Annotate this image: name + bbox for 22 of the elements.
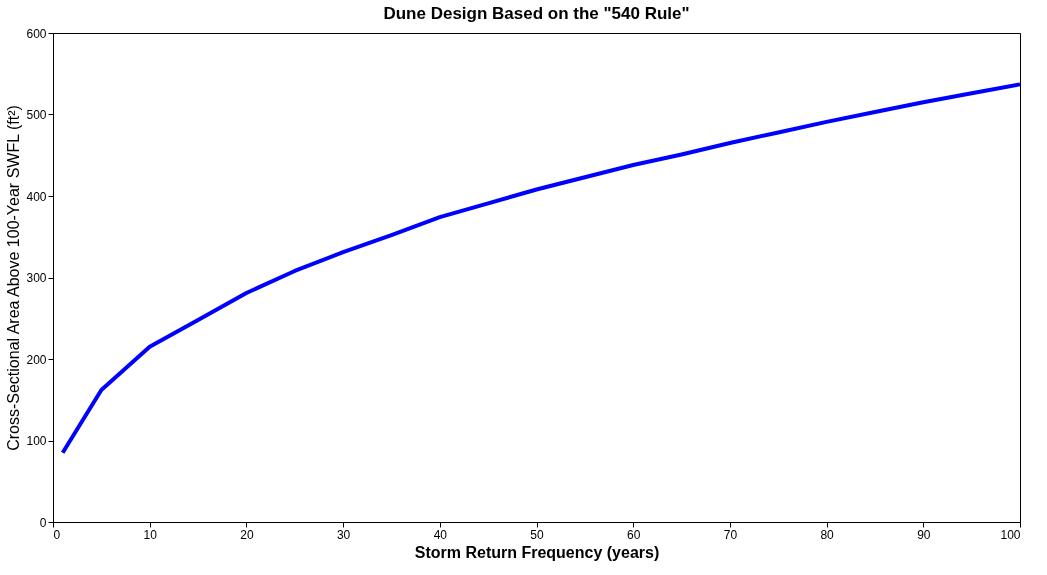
x-tick-label: 30 bbox=[336, 527, 351, 542]
y-tick-label: 600 bbox=[26, 26, 47, 41]
y-tick-label: 0 bbox=[39, 515, 47, 530]
y-tick-label: 100 bbox=[26, 434, 47, 448]
chart-title: Dune Design Based on the "540 Rule" bbox=[383, 4, 690, 23]
x-axis-title: Storm Return Frequency (years) bbox=[414, 543, 660, 561]
x-tick-label: 70 bbox=[723, 527, 738, 542]
line-series bbox=[60, 82, 1022, 455]
x-tick-label: 60 bbox=[627, 527, 641, 542]
x-tick-label: 0 bbox=[53, 527, 61, 542]
y-tick-label: 300 bbox=[26, 271, 47, 285]
x-tick-label: 100 bbox=[1000, 527, 1021, 542]
x-tick-label: 20 bbox=[240, 527, 254, 542]
x-tick-label: 90 bbox=[917, 527, 931, 542]
x-tick-label: 50 bbox=[530, 527, 544, 542]
y-tick-label: 400 bbox=[26, 189, 47, 204]
x-tick-label: 10 bbox=[143, 527, 158, 542]
x-tick-label: 40 bbox=[433, 527, 448, 542]
y-tick-label: 500 bbox=[26, 108, 47, 122]
x-tick-label: 80 bbox=[820, 527, 835, 542]
y-axis-title: Cross-Sectional Area Above 100-Year SWFL (ft²) bbox=[5, 105, 23, 451]
y-tick-label: 200 bbox=[26, 352, 47, 367]
